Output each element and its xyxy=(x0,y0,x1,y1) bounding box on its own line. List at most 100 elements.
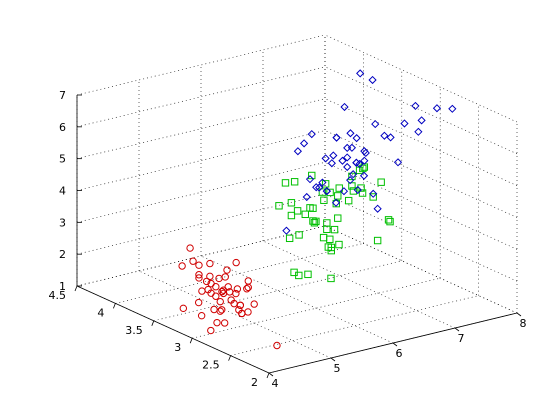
grid-line xyxy=(324,130,518,218)
data-point-circle xyxy=(213,318,221,327)
data-point-diamond xyxy=(360,147,369,156)
data-point-square xyxy=(275,202,283,210)
data-point-diamond xyxy=(359,171,369,180)
y-tick-label: 4.5 xyxy=(49,289,67,302)
data-point-circle xyxy=(195,261,203,269)
grid-line xyxy=(76,130,326,191)
data-point-circle xyxy=(215,274,223,283)
data-point-diamond xyxy=(343,143,352,153)
y-tick-label: 3 xyxy=(174,341,181,354)
data-point-diamond xyxy=(340,102,349,112)
grid-line xyxy=(324,225,518,314)
data-point-circle xyxy=(223,266,231,274)
data-point-circle xyxy=(233,285,242,293)
data-point-square xyxy=(327,246,335,255)
data-point-diamond xyxy=(346,129,355,138)
data-point-square xyxy=(344,196,353,205)
data-point-square xyxy=(326,235,334,243)
x-tick-label: 4 xyxy=(272,377,279,390)
data-point-diamond xyxy=(400,119,409,128)
data-point-diamond xyxy=(315,183,324,192)
data-point-circle xyxy=(206,272,214,281)
data-point-square xyxy=(321,180,330,188)
data-point-square xyxy=(369,193,377,201)
data-point-circle xyxy=(210,305,218,314)
data-point-diamond xyxy=(361,148,370,158)
data-point-circle xyxy=(186,244,194,252)
data-point-diamond xyxy=(352,158,361,167)
data-point-diamond xyxy=(322,187,331,196)
y-tick-mark xyxy=(189,338,193,344)
data-point-square xyxy=(301,210,309,219)
grid-line xyxy=(76,162,326,223)
data-point-square xyxy=(320,196,328,204)
data-point-square xyxy=(287,211,296,220)
data-point-diamond xyxy=(327,159,336,168)
y-tick-label: 4 xyxy=(97,306,104,319)
data-point-circle xyxy=(273,341,281,350)
data-point-circle xyxy=(218,306,226,314)
axes-box xyxy=(74,94,522,379)
data-point-circle xyxy=(232,258,240,267)
data-point-diamond xyxy=(343,162,352,172)
data-point-square xyxy=(308,171,316,180)
data-point-diamond xyxy=(393,158,403,167)
data-point-circle xyxy=(194,298,203,307)
data-point-diamond xyxy=(368,75,377,85)
data-point-circle xyxy=(198,287,206,295)
x-tick-mark xyxy=(516,312,522,317)
data-point-square xyxy=(334,192,342,200)
data-point-diamond xyxy=(329,151,338,160)
data-point-circle xyxy=(207,326,215,335)
data-point-diamond xyxy=(414,127,423,136)
data-point-square xyxy=(348,182,356,190)
z-tick-label: 4 xyxy=(59,185,66,198)
grid-layer xyxy=(76,34,518,374)
grid-line xyxy=(76,34,326,96)
data-point-diamond xyxy=(352,134,361,143)
data-points xyxy=(178,69,457,350)
z-tick-label: 2 xyxy=(59,248,66,261)
x-tick-label: 6 xyxy=(396,347,403,360)
data-point-circle xyxy=(250,300,258,308)
data-point-square xyxy=(304,270,312,279)
data-point-circle xyxy=(218,287,226,296)
y-tick-label: 3.5 xyxy=(125,324,143,337)
data-point-square xyxy=(334,214,342,222)
grid-line xyxy=(324,225,518,314)
data-point-square xyxy=(287,199,296,207)
data-point-diamond xyxy=(332,133,341,142)
data-point-square xyxy=(323,219,331,227)
data-point-square xyxy=(335,184,343,192)
data-point-square xyxy=(326,188,334,197)
data-point-square xyxy=(377,178,385,186)
y-tick-mark xyxy=(74,285,78,292)
data-point-diamond xyxy=(293,147,302,156)
data-point-diamond xyxy=(302,192,311,202)
tick-labels: 4 5 6 7 8 2 2.5 3 3.5 4 4.51 2 3 4 5 6 7 xyxy=(49,89,527,390)
data-point-diamond xyxy=(371,119,380,129)
data-point-square xyxy=(384,216,393,224)
data-point-diamond xyxy=(299,139,309,148)
x-tick-label: 5 xyxy=(334,362,341,375)
data-point-square xyxy=(373,236,382,245)
data-point-diamond xyxy=(318,178,327,187)
z-tick-label: 6 xyxy=(59,121,66,134)
y-tick-mark xyxy=(113,303,116,309)
x-tick-mark xyxy=(454,327,460,332)
data-point-square xyxy=(281,179,290,187)
grid-line xyxy=(76,66,326,128)
data-point-square xyxy=(319,233,328,242)
y-tick-mark xyxy=(228,355,231,361)
data-point-circle xyxy=(216,307,224,315)
data-point-square xyxy=(386,217,394,226)
grid-line xyxy=(324,34,518,123)
data-point-circle xyxy=(238,309,246,318)
grid-line xyxy=(262,240,456,329)
data-point-circle xyxy=(216,297,224,306)
data-point-circle xyxy=(244,308,252,316)
z-tick-label: 3 xyxy=(59,216,66,229)
data-point-square xyxy=(290,178,299,186)
data-point-circle xyxy=(220,319,229,327)
